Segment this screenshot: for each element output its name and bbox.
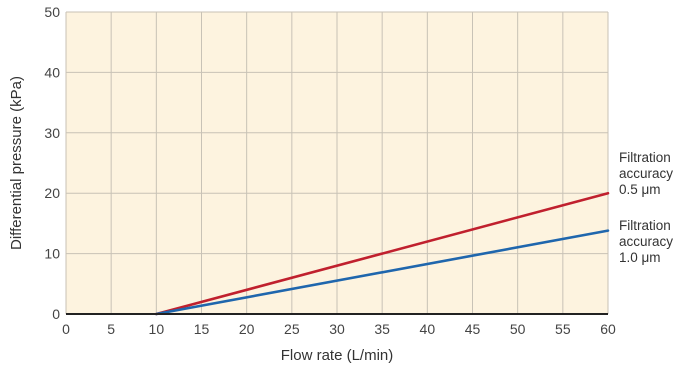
y-tick-labels: 0 10 20 30 40 50 bbox=[44, 4, 60, 322]
series-labels: Filtration accuracy 0.5 μm Filtration accura… bbox=[619, 150, 673, 265]
y-tick-label: 20 bbox=[44, 185, 60, 201]
x-axis-label: Flow rate (L/min) bbox=[281, 347, 394, 364]
series-label-1: Filtration accuracy 0.5 μm bbox=[619, 150, 673, 197]
x-tick-label: 55 bbox=[555, 321, 571, 337]
x-tick-label: 25 bbox=[284, 321, 300, 337]
x-tick-label: 15 bbox=[194, 321, 210, 337]
series-lines bbox=[155, 191, 610, 316]
y-tick-label: 50 bbox=[44, 4, 60, 20]
y-tick-label: 0 bbox=[52, 306, 60, 322]
x-tick-label: 5 bbox=[107, 321, 115, 337]
x-tick-label: 60 bbox=[600, 321, 616, 337]
x-tick-label: 40 bbox=[420, 321, 436, 337]
x-tick-label: 10 bbox=[149, 321, 165, 337]
x-tick-label: 45 bbox=[465, 321, 481, 337]
y-tick-label: 30 bbox=[44, 125, 60, 141]
x-tick-label: 50 bbox=[510, 321, 526, 337]
y-axis-label: Differential pressure (kPa) bbox=[8, 76, 25, 250]
x-tick-label: 0 bbox=[62, 321, 70, 337]
grid bbox=[65, 11, 609, 314]
x-tick-label: 30 bbox=[329, 321, 345, 337]
y-tick-label: 40 bbox=[44, 64, 60, 80]
series-line-2 bbox=[155, 229, 610, 316]
x-tick-label: 20 bbox=[239, 321, 255, 337]
x-tick-label: 35 bbox=[374, 321, 390, 337]
series-line-1 bbox=[155, 191, 610, 316]
x-tick-labels: 0 5 10 15 20 25 30 35 40 45 50 55 60 bbox=[62, 321, 616, 337]
y-tick-label: 10 bbox=[44, 246, 60, 262]
series-label-2: Filtration accuracy 1.0 μm bbox=[619, 218, 673, 265]
